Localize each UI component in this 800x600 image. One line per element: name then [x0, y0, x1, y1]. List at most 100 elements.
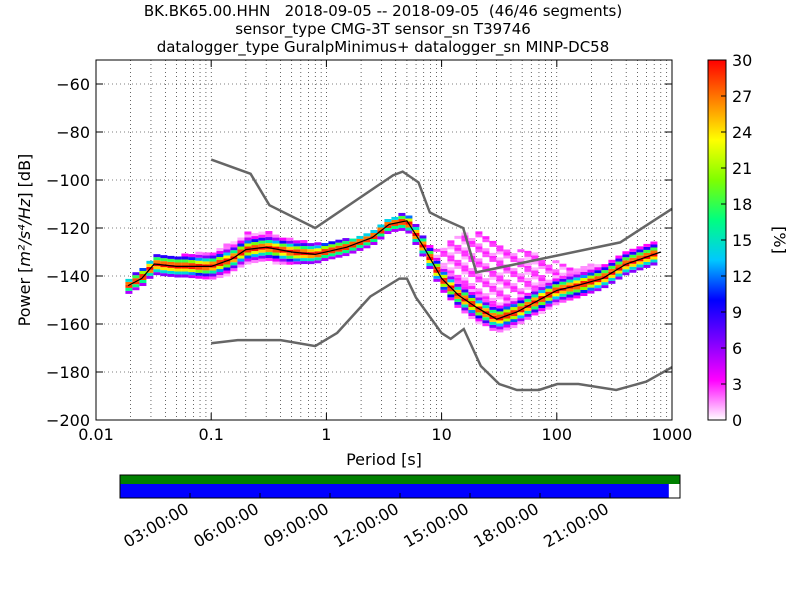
density-cell [286, 255, 294, 259]
density-cell [195, 254, 203, 258]
density-cell [468, 307, 476, 311]
density-cell [370, 241, 378, 245]
density-cell [244, 249, 252, 253]
density-cell [545, 306, 553, 310]
density-cell [580, 275, 588, 279]
density-cell [587, 287, 595, 291]
density-cell [188, 257, 196, 261]
density-cell [461, 247, 469, 251]
density-cell [475, 312, 483, 316]
density-cell [503, 318, 511, 322]
density-cell [482, 266, 490, 270]
density-cell [608, 268, 616, 272]
density-cell [202, 276, 210, 280]
density-cell [223, 267, 231, 271]
density-cell [531, 261, 539, 265]
density-cell [391, 222, 399, 226]
density-cell [251, 260, 259, 264]
density-cell [468, 244, 476, 248]
density-cell [461, 280, 469, 284]
density-cell [384, 222, 392, 226]
density-cell [195, 263, 203, 267]
density-cell [594, 288, 602, 292]
density-cell [566, 282, 574, 286]
density-cell [489, 243, 497, 247]
density-cell [489, 282, 497, 286]
density-cell [538, 275, 546, 279]
density-cell [251, 242, 259, 246]
density-cell [496, 281, 504, 285]
density-cell [370, 232, 378, 236]
density-cell [139, 280, 147, 284]
density-cell [181, 262, 189, 266]
density-cell [531, 270, 539, 274]
density-cell [489, 321, 497, 325]
timeline-tick-label: 15:00:00 [400, 499, 472, 551]
density-cell [468, 283, 476, 287]
density-cell [587, 275, 595, 279]
density-cell [461, 268, 469, 272]
density-cell [230, 244, 238, 248]
density-cell [517, 300, 525, 304]
density-cell [524, 277, 532, 281]
density-cell [370, 238, 378, 242]
density-cell [489, 273, 497, 277]
timeline-segment-bar [120, 484, 669, 498]
density-cell [489, 306, 497, 310]
density-cell [482, 320, 490, 324]
density-cell [545, 267, 553, 271]
density-cell [405, 224, 413, 228]
density-cell [608, 280, 616, 284]
density-cell [286, 261, 294, 265]
density-cell [587, 278, 595, 282]
density-cell [489, 276, 497, 280]
density-cell [335, 254, 343, 258]
density-cell [573, 268, 581, 272]
density-cell [496, 251, 504, 255]
density-cell [398, 218, 406, 222]
density-cell [447, 285, 455, 289]
density-cell [629, 266, 637, 270]
density-cell [482, 305, 490, 309]
density-cell [517, 315, 525, 319]
density-cell [356, 247, 364, 251]
density-cell [293, 240, 301, 244]
density-cell [314, 242, 322, 246]
density-cell [447, 270, 455, 274]
density-cell [209, 252, 217, 256]
density-cell [454, 283, 462, 287]
density-cell [419, 235, 427, 239]
density-cell [335, 251, 343, 255]
density-cell [349, 250, 357, 254]
density-cell [279, 258, 287, 262]
density-cell [244, 261, 252, 265]
density-cell [510, 253, 518, 257]
density-cell [202, 261, 210, 265]
density-cell [552, 272, 560, 276]
density-cell [440, 289, 448, 293]
density-cell [538, 281, 546, 285]
density-cell [475, 315, 483, 319]
y-tick-label: −160 [46, 315, 90, 334]
density-cell [258, 240, 266, 244]
density-cell [489, 270, 497, 274]
density-cell [496, 308, 504, 312]
density-cell [188, 263, 196, 267]
density-cell [622, 272, 630, 276]
density-cell [552, 296, 560, 300]
density-cell [195, 251, 203, 255]
density-cell [496, 302, 504, 306]
density-cell [468, 271, 476, 275]
density-cell [496, 257, 504, 261]
density-cell [489, 312, 497, 316]
density-cell [566, 276, 574, 280]
density-cell [608, 274, 616, 278]
density-cell [496, 263, 504, 267]
density-cell [279, 252, 287, 256]
density-cell [160, 258, 168, 262]
density-cell [314, 257, 322, 261]
density-cell [328, 256, 336, 260]
density-cell [538, 296, 546, 300]
density-cell [489, 300, 497, 304]
mode-line [127, 220, 661, 320]
